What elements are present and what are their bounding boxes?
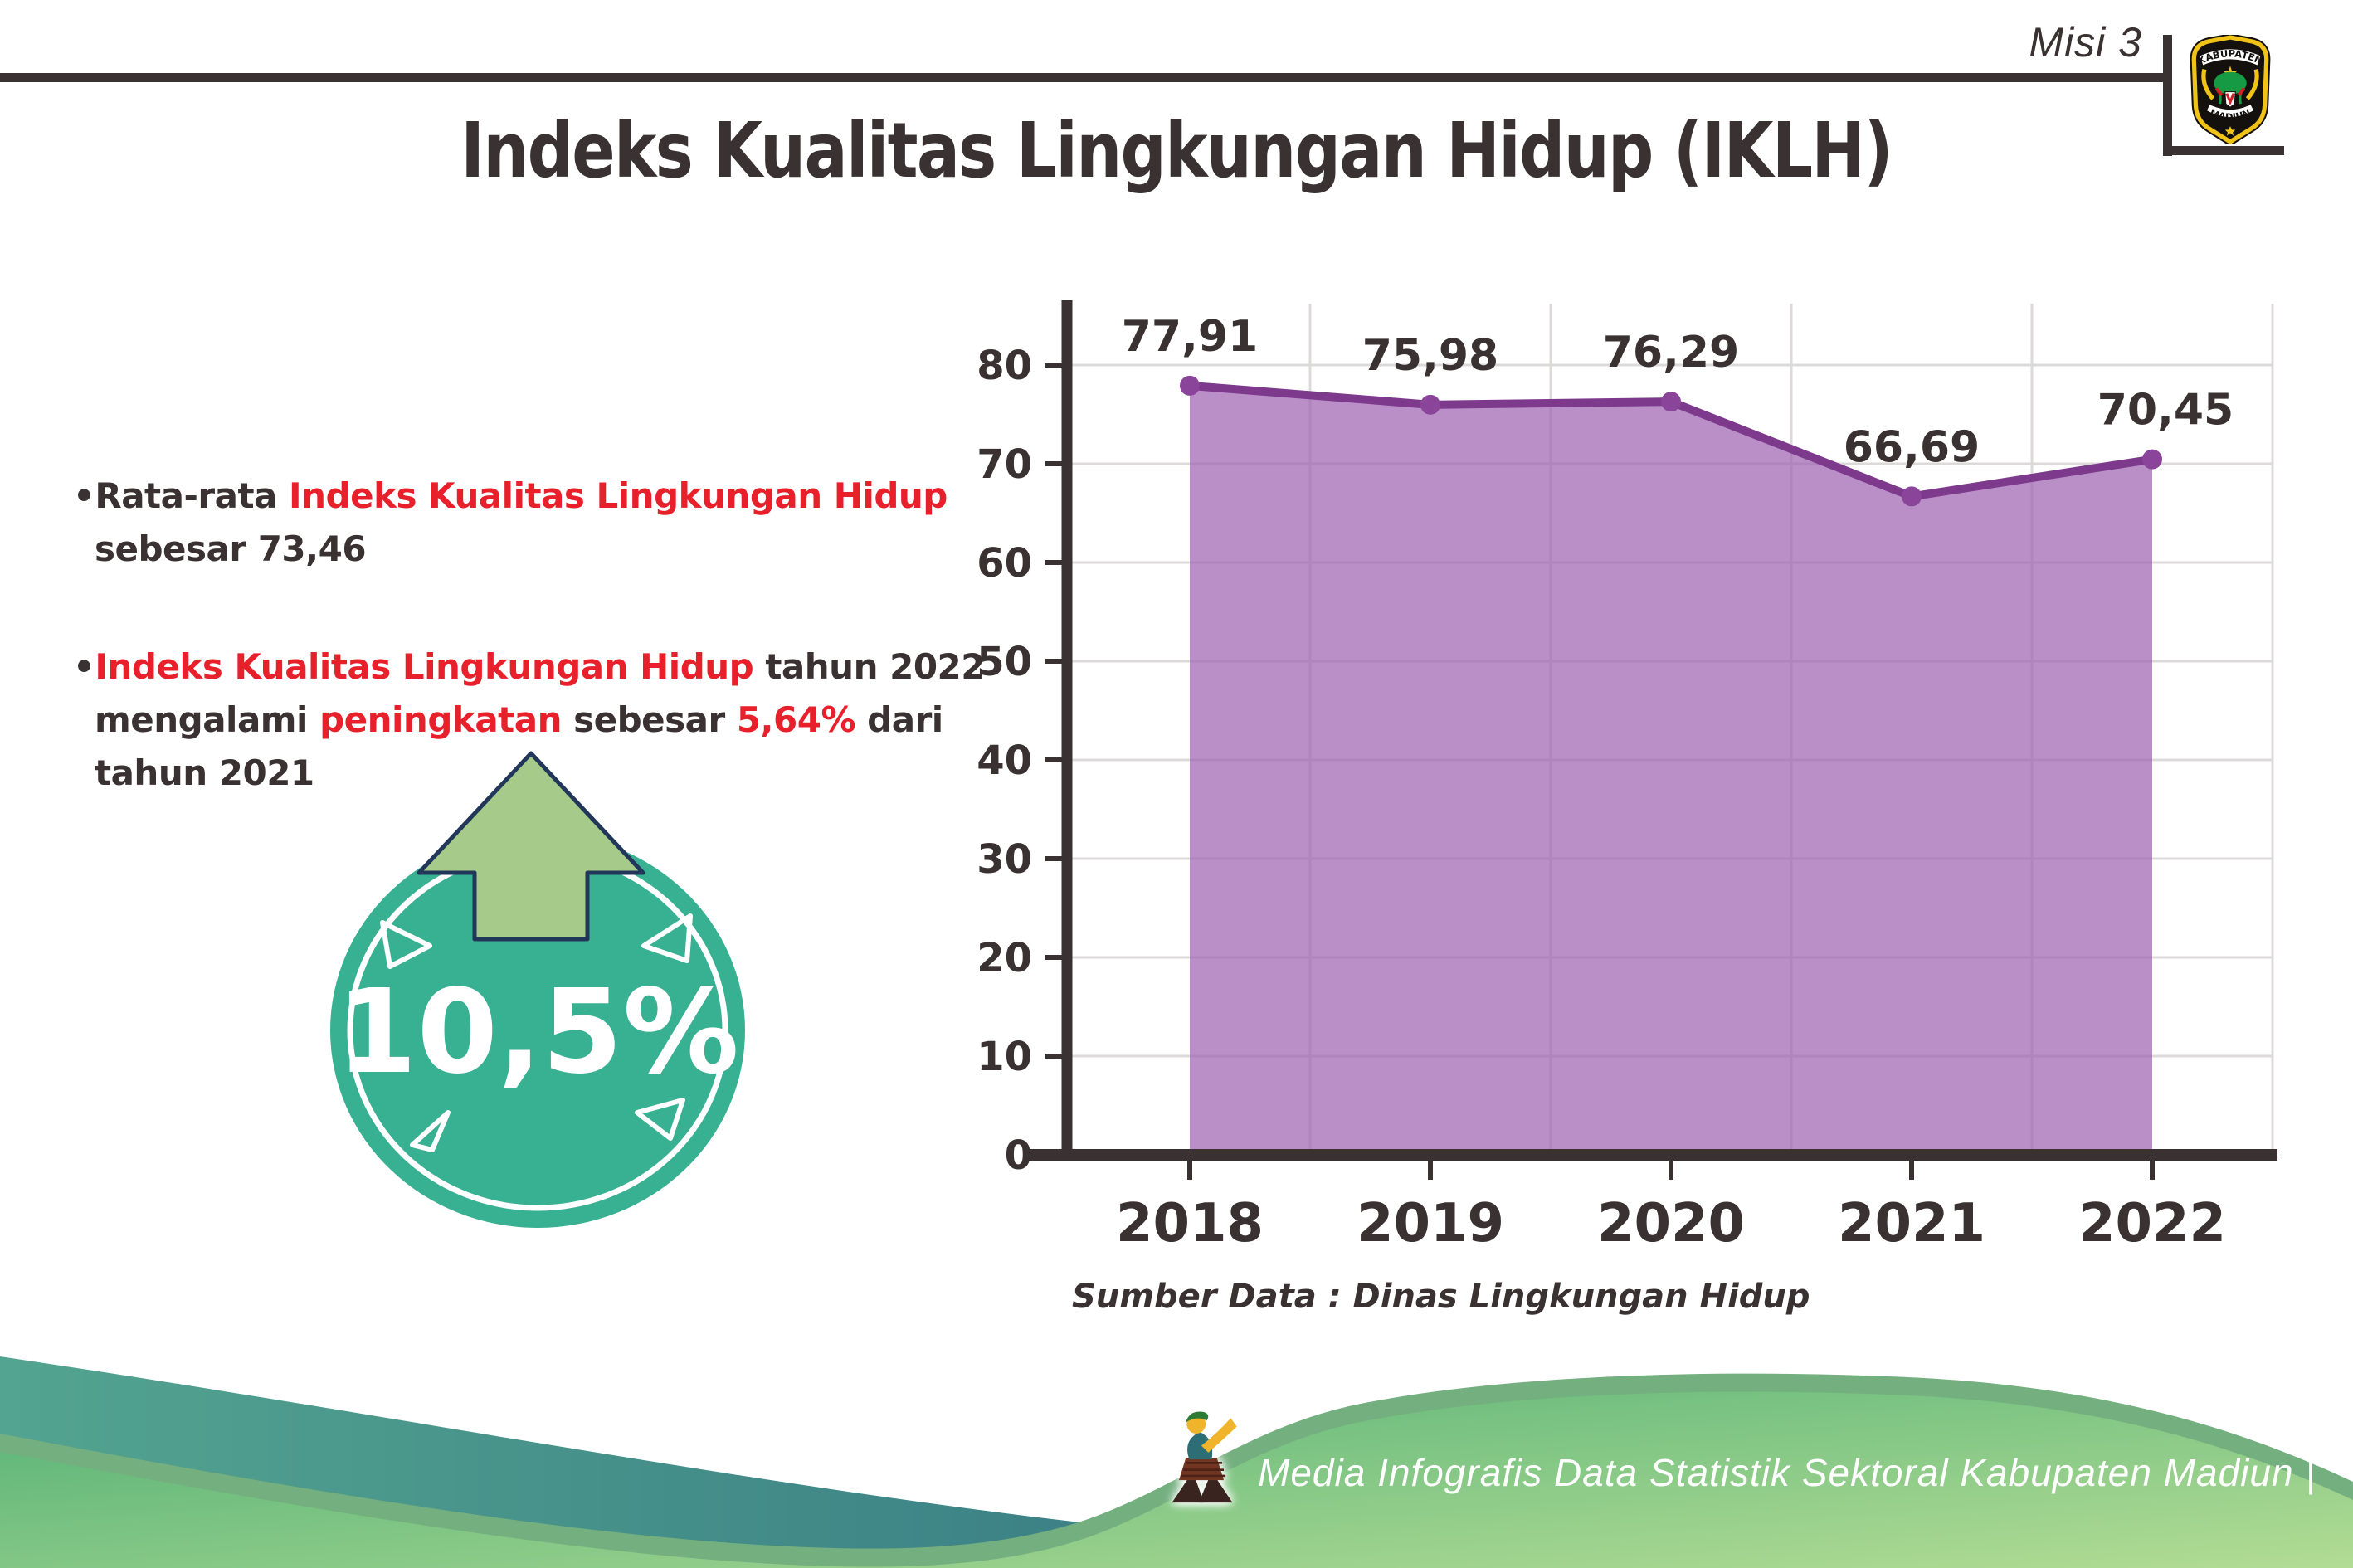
bullet-item-increase: •Indeks Kualitas Lingkungan Hidup tahun … (73, 640, 1052, 800)
mascot-skirt-pattern (1181, 1462, 1226, 1478)
data-point (2142, 449, 2162, 470)
corner-frame-horizontal (2163, 146, 2284, 155)
bullet-list: •Rata-rata Indeks Kualitas Lingkungan Hi… (73, 470, 1052, 800)
bullet-line: •Rata-rata Indeks Kualitas Lingkungan Hi… (73, 475, 948, 516)
x-tick-label: 2019 (1357, 1193, 1504, 1254)
y-tick-label: 10 (977, 1034, 1032, 1080)
y-tick-label: 20 (977, 935, 1032, 981)
logo-banner-top (2198, 47, 2263, 67)
data-point (1420, 394, 1440, 415)
bullet-line: sebesar 73,46 (95, 528, 367, 569)
x-tick-label: 2018 (1116, 1193, 1264, 1254)
x-tick-label: 2021 (1838, 1193, 1985, 1254)
bullet-item-average: •Rata-rata Indeks Kualitas Lingkungan Hi… (73, 470, 1052, 576)
badge-value: 10,5% (336, 965, 739, 1100)
misi-label: Misi 3 (2029, 19, 2142, 66)
bullet-line: mengalami peningkatan sebesar 5,64% dari (95, 699, 943, 740)
header-rule (0, 73, 2168, 82)
mascot-icon (1172, 1411, 1237, 1503)
logo-tree-icon (2214, 71, 2247, 95)
corner-frame-vertical (2163, 35, 2172, 156)
svg-text:MADIUN: MADIUN (2209, 107, 2253, 123)
up-arrow-icon (417, 751, 645, 942)
bullet-line: tahun 2021 (95, 752, 314, 793)
bullet-line: •Indeks Kualitas Lingkungan Hidup tahun … (73, 646, 985, 687)
trend-line (1186, 381, 2156, 501)
data-label: 77,91 (1122, 312, 1258, 362)
chart-source: Sumber Data : Dinas Lingkungan Hidup (1072, 1278, 1810, 1316)
mascot-cap (1186, 1411, 1209, 1423)
page-title: Indeks Kualitas Lingkungan Hidup (IKLH) (460, 106, 1893, 195)
logo-wings-icon (2201, 69, 2259, 100)
data-label: 76,29 (1603, 328, 1739, 377)
data-label: 66,69 (1844, 422, 1980, 472)
mascot-leg-left (1172, 1471, 1205, 1503)
area-fill (1190, 385, 2152, 1156)
data-label: 70,45 (2097, 386, 2234, 436)
mascot-leg-right (1198, 1471, 1233, 1503)
y-tick-label: 0 (1005, 1132, 1032, 1179)
mascot-arm (1201, 1418, 1237, 1453)
x-tick-label: 2022 (2078, 1193, 2226, 1254)
logo-red-accents (2214, 87, 2246, 97)
kabupaten-madiun-logo: KABUPATEN MADIUN (2190, 35, 2271, 144)
badge-circle (330, 833, 745, 1228)
logo-bottom-star-icon (2224, 126, 2236, 136)
data-label: 75,98 (1362, 331, 1498, 381)
footer-credit: Media Infografis Data Statistik Sektoral… (1258, 1451, 2316, 1494)
logo-center-chevron (2225, 93, 2235, 106)
y-tick-label: 80 (977, 343, 1032, 389)
data-point (1661, 392, 1681, 412)
mascot-sash (1187, 1431, 1213, 1460)
data-point (1180, 375, 1200, 396)
logo-banner-bottom (2204, 103, 2256, 119)
increase-badge: 10,5% (330, 751, 745, 1228)
x-tick-label: 2020 (1597, 1193, 1745, 1254)
logo-bottom-text: MADIUN (2209, 107, 2253, 123)
y-tick-label: 30 (977, 836, 1032, 883)
data-point (1902, 486, 1922, 507)
badge-triangle-accents (380, 913, 693, 1152)
